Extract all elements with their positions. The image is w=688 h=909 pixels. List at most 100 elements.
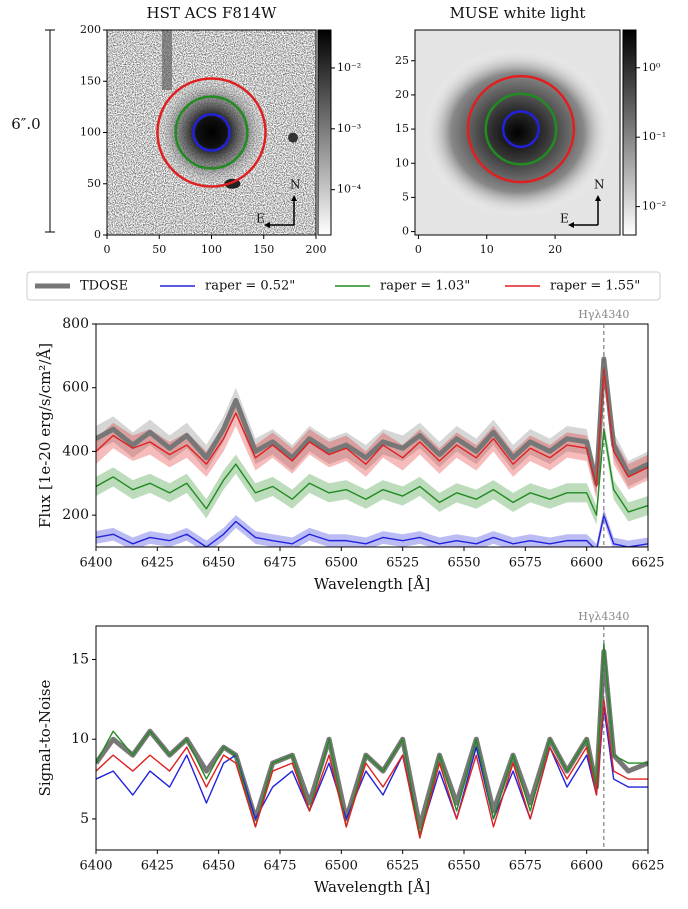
x-tick-label: 6525 [386, 556, 419, 571]
colorbar [622, 29, 637, 236]
aperture [466, 74, 576, 184]
y-axis-label: Flux [1e-20 erg/s/cm²/Å] [36, 343, 54, 528]
x-tick-label: 6625 [631, 556, 664, 571]
aperture [484, 92, 558, 166]
x-tick-label: 6400 [79, 859, 112, 874]
x-tick-label: 6625 [631, 859, 664, 874]
image-streak [162, 30, 172, 90]
x-tick-label: 200 [306, 243, 327, 256]
x-tick-label: 20 [548, 243, 562, 256]
series-line [96, 706, 648, 836]
panel-title: MUSE white light [450, 4, 586, 22]
x-tick-label: 6550 [447, 556, 480, 571]
colorbar-tick-label: 10⁻⁴ [337, 183, 362, 196]
x-tick-label: 6450 [202, 859, 235, 874]
series-line [96, 356, 648, 486]
x-tick-label: 6425 [141, 859, 174, 874]
colorbar-tick-label: 10⁻³ [337, 122, 361, 135]
aperture [501, 110, 540, 149]
series-line [96, 428, 648, 516]
colorbar-tick-label: 10⁻² [337, 61, 361, 74]
x-tick-label: 0 [104, 243, 111, 256]
image-source [288, 132, 299, 143]
annotation-label: Hγλ4340 [578, 610, 629, 623]
x-tick-label: 6400 [79, 556, 112, 571]
y-tick-label: 0 [402, 225, 409, 238]
legend-label: raper = 0.52" [205, 279, 295, 294]
axes-frame [414, 29, 621, 236]
y-tick-label: 200 [62, 507, 89, 523]
compass-label: N [290, 178, 301, 192]
x-tick-label: 50 [152, 243, 166, 256]
error-band [96, 346, 648, 497]
annotation-label: Hγλ4340 [578, 308, 629, 321]
x-tick-label: 6450 [202, 556, 235, 571]
axes-frame [95, 625, 649, 851]
compass-label: E [560, 212, 569, 226]
error-band [96, 419, 648, 525]
error-band [96, 355, 648, 500]
compass-label: N [594, 178, 605, 192]
y-axis-label: Signal-to-Noise [36, 679, 54, 796]
series-line [96, 367, 648, 488]
x-tick-label: 6600 [570, 859, 603, 874]
y-tick-label: 200 [80, 23, 101, 36]
x-tick-label: 6575 [509, 556, 542, 571]
compass-label: E [256, 212, 265, 226]
x-tick-label: 6500 [325, 859, 358, 874]
y-tick-label: 600 [62, 380, 89, 396]
panel-title: HST ACS F814W [147, 4, 278, 22]
y-tick-label: 25 [395, 54, 409, 67]
y-tick-label: 100 [80, 126, 101, 139]
y-tick-label: 150 [80, 74, 101, 87]
x-tick-label: 0 [415, 243, 422, 256]
series-line [96, 514, 648, 547]
y-tick-label: 15 [395, 122, 409, 135]
y-tick-label: 5 [80, 811, 89, 827]
series-line [96, 649, 648, 830]
axes-frame [95, 323, 649, 548]
y-tick-label: 800 [62, 316, 89, 332]
image-source [422, 47, 613, 218]
compass-head [595, 195, 601, 201]
x-tick-label: 10 [480, 243, 494, 256]
x-axis-label: Wavelength [Å] [314, 878, 430, 896]
x-tick-label: 6475 [263, 556, 296, 571]
y-tick-label: 20 [395, 88, 409, 101]
aperture [192, 113, 231, 152]
error-band [96, 508, 648, 547]
x-tick-label: 6475 [263, 859, 296, 874]
series-line [96, 698, 648, 839]
y-tick-label: 50 [87, 177, 101, 190]
x-tick-label: 6525 [386, 859, 419, 874]
legend-label: raper = 1.03" [380, 279, 470, 294]
legend-label: TDOSE [80, 279, 128, 294]
series-line [96, 642, 648, 836]
y-tick-label: 5 [402, 190, 409, 203]
colorbar-tick-label: 10⁰ [642, 61, 661, 74]
image-source [151, 72, 272, 193]
colorbar [317, 29, 332, 236]
legend-label: raper = 1.55" [550, 279, 640, 294]
x-axis-label: Wavelength [Å] [314, 575, 430, 593]
scale-label: 6″.0 [11, 115, 40, 133]
compass-head [291, 195, 297, 201]
y-tick-label: 15 [71, 651, 89, 667]
colorbar-tick-label: 10⁻¹ [642, 130, 666, 143]
aperture [174, 95, 249, 170]
aperture [156, 77, 267, 188]
x-tick-label: 6425 [141, 556, 174, 571]
compass-head [568, 222, 574, 228]
y-tick-label: 10 [71, 731, 89, 747]
x-tick-label: 6500 [325, 556, 358, 571]
compass-head [264, 222, 270, 228]
x-tick-label: 100 [201, 243, 222, 256]
colorbar-tick-label: 10⁻² [642, 200, 666, 213]
x-tick-label: 6600 [570, 556, 603, 571]
x-tick-label: 150 [253, 243, 274, 256]
y-tick-label: 0 [94, 228, 101, 241]
x-tick-label: 6550 [447, 859, 480, 874]
y-tick-label: 400 [62, 443, 89, 459]
y-tick-label: 10 [395, 156, 409, 169]
